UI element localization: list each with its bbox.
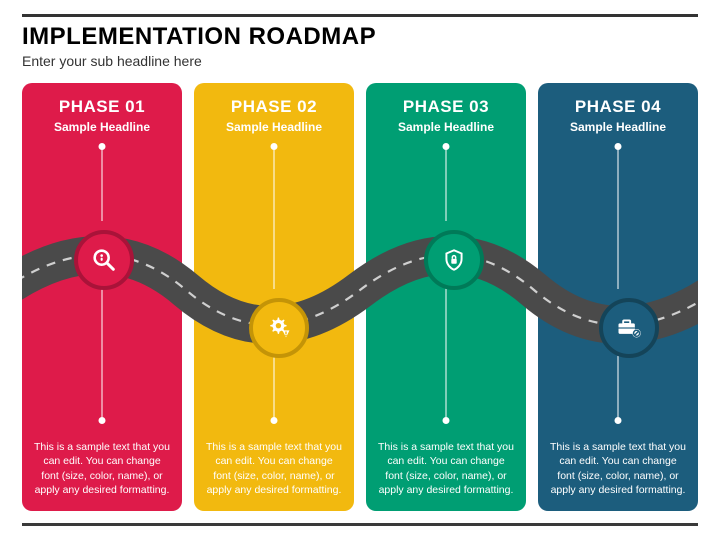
panel-phase-03: PHASE 03 Sample Headline This is a sampl… [366, 83, 526, 511]
phase-label: PHASE 02 [204, 97, 344, 117]
page-subtitle: Enter your sub headline here [22, 53, 698, 69]
panel-phase-04: PHASE 04 Sample Headline This is a sampl… [538, 83, 698, 511]
header: IMPLEMENTATION ROADMAP Enter your sub he… [0, 0, 720, 73]
phase-headline: Sample Headline [204, 120, 344, 134]
connector-dot [615, 417, 622, 424]
phase-label: PHASE 01 [32, 97, 172, 117]
phase-label: PHASE 04 [548, 97, 688, 117]
connector-dot [443, 417, 450, 424]
phase-label: PHASE 03 [376, 97, 516, 117]
connector-dot [271, 417, 278, 424]
connector-line [274, 147, 275, 289]
magnify-alert-icon [74, 230, 134, 290]
briefcase-block-icon [599, 298, 659, 358]
connector-line [446, 281, 447, 419]
panel-phase-01: PHASE 01 Sample Headline This is a sampl… [22, 83, 182, 511]
connector-dot [99, 417, 106, 424]
connector-line [102, 281, 103, 419]
gear-alert-icon [249, 298, 309, 358]
phase-desc: This is a sample text that you can edit.… [550, 440, 686, 497]
page-title: IMPLEMENTATION ROADMAP [22, 14, 698, 51]
connector-line [274, 349, 275, 419]
phase-headline: Sample Headline [548, 120, 688, 134]
phase-headline: Sample Headline [32, 120, 172, 134]
connector-line [102, 147, 103, 221]
connector-line [446, 147, 447, 221]
panels-row: PHASE 01 Sample Headline This is a sampl… [0, 73, 720, 511]
panel-phase-02: PHASE 02 Sample Headline This is a sampl… [194, 83, 354, 511]
phase-desc: This is a sample text that you can edit.… [378, 440, 514, 497]
shield-lock-icon [424, 230, 484, 290]
phase-desc: This is a sample text that you can edit.… [34, 440, 170, 497]
footer-line [22, 523, 698, 526]
connector-line [618, 349, 619, 419]
connector-line [618, 147, 619, 289]
phase-desc: This is a sample text that you can edit.… [206, 440, 342, 497]
phase-headline: Sample Headline [376, 120, 516, 134]
